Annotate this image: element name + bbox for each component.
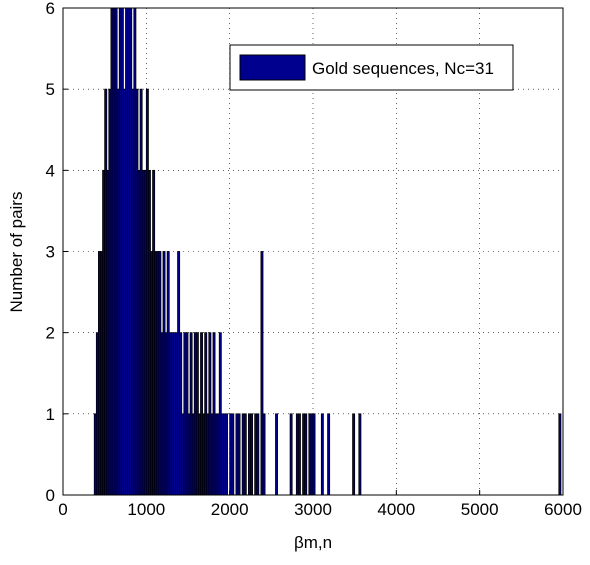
bar — [352, 413, 356, 495]
bar — [243, 413, 247, 495]
bar — [289, 413, 293, 495]
y-tick-label: 4 — [46, 161, 55, 180]
bar — [225, 413, 228, 495]
y-tick-label: 3 — [46, 243, 55, 262]
plot-area — [93, 8, 562, 495]
x-tick-label: 6000 — [544, 500, 582, 519]
bar — [327, 413, 331, 495]
y-tick-label: 6 — [46, 0, 55, 18]
x-axis-label: βm,n — [294, 533, 332, 552]
x-tick-label: 3000 — [294, 500, 332, 519]
y-axis-label: Number of pairs — [7, 192, 26, 313]
bar — [304, 413, 308, 495]
bar — [260, 251, 264, 495]
bar — [558, 413, 562, 495]
y-tick-label: 0 — [46, 486, 55, 505]
legend-swatch — [239, 54, 306, 81]
y-tick-label: 5 — [46, 80, 55, 99]
bar — [275, 413, 278, 495]
bar — [256, 413, 260, 495]
bar — [320, 413, 324, 495]
x-tick-label: 2000 — [211, 500, 249, 519]
x-tick-label: 1000 — [127, 500, 165, 519]
y-tick-label: 2 — [46, 324, 55, 343]
y-tick-label: 1 — [46, 405, 55, 424]
legend-label: Gold sequences, Nc=31 — [312, 59, 494, 78]
bar — [231, 413, 235, 495]
x-tick-label: 5000 — [461, 500, 499, 519]
x-tick-label: 4000 — [377, 500, 415, 519]
bar — [298, 413, 301, 495]
axes-frame — [62, 7, 564, 496]
bar — [262, 413, 266, 495]
bar — [312, 413, 316, 495]
x-tick-label: 0 — [58, 500, 67, 519]
bar — [250, 413, 253, 495]
bar — [237, 413, 241, 495]
bar — [358, 413, 362, 495]
